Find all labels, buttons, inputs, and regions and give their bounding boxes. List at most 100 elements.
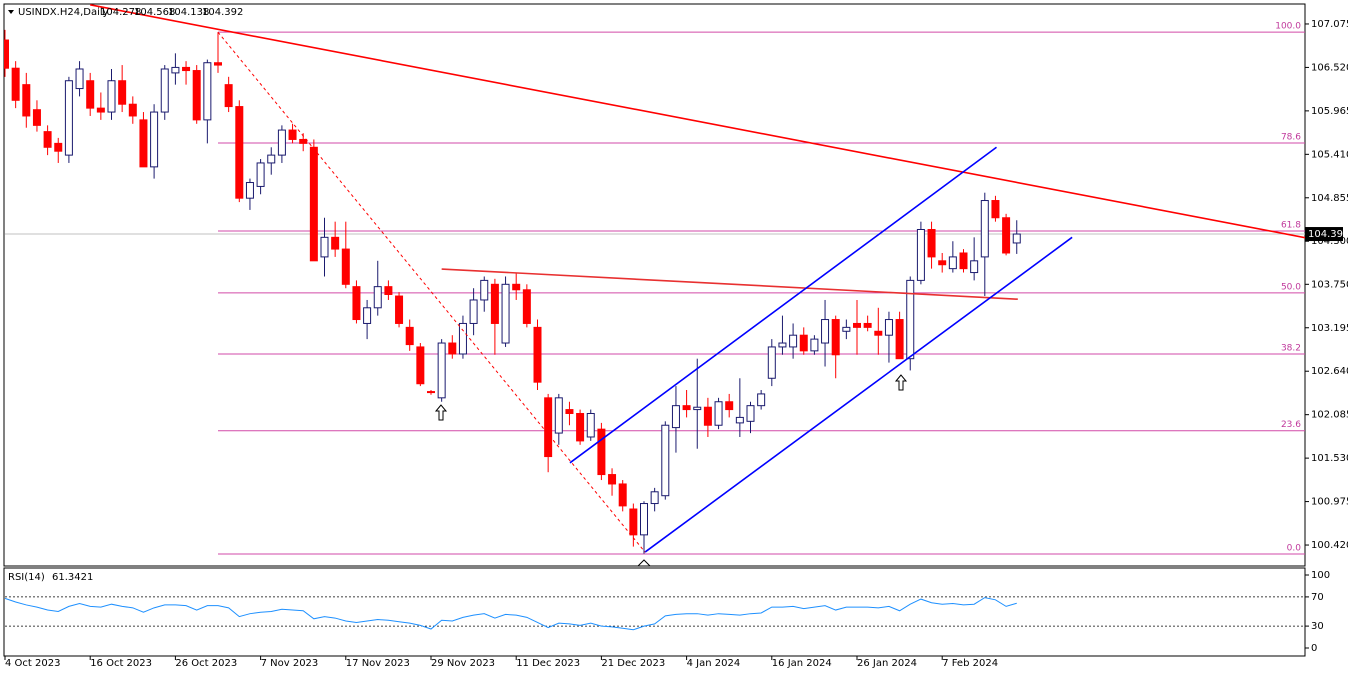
trend-line [90,4,1305,239]
fib-label: 0.0 [1287,544,1302,554]
candle-body [331,236,340,250]
candle-body [512,283,521,291]
candle-body [22,84,31,117]
chart-title: USINDX.H24,Daily [18,7,109,18]
axes: 107.075 106.520 105.965 105.410 104.855 104.3… [4,19,1348,669]
fib-label: 78.6 [1281,132,1301,142]
candle-body [192,70,201,121]
rsi-panel [3,567,1306,657]
y-tick-label: 102.640 [1311,366,1348,377]
header-high: 104.568 [134,7,175,18]
header-open: 104.278 [100,7,141,18]
candle-body [171,66,180,74]
y-tick-label: 101.530 [1311,453,1348,464]
candle-body [863,322,872,328]
fib-label: 38.2 [1281,343,1301,353]
y-tick-label: 103.750 [1311,279,1348,290]
y-tick-label: 103.195 [1311,323,1348,334]
candle-body [437,342,446,399]
x-tick-label: 26 Jan 2024 [857,658,917,669]
candle-body [299,138,308,144]
candle-body [650,491,659,505]
candle-body [277,129,286,156]
candle-body [554,397,563,434]
candle-body [597,428,606,476]
y-tick-label: 105.410 [1311,149,1348,160]
arrow [894,374,908,391]
trend-line [644,236,1073,553]
candle-body [11,67,20,101]
candle-body [682,405,691,411]
candle-body [608,474,617,485]
candle-body [320,236,329,258]
candle-body [395,295,404,324]
arrow-markers [434,374,908,567]
candle-body [576,412,585,442]
y-tick-label: 100.420 [1311,540,1348,551]
candle-body [533,326,542,383]
y-tick-label: 102.085 [1311,410,1348,421]
candle-body [938,260,947,266]
candle-body [214,62,222,66]
x-tick-label: 4 Jan 2024 [687,658,741,669]
candle-body [128,103,137,117]
y-tick-label: 106.520 [1311,62,1348,73]
candle-body [895,319,904,360]
candle-body [799,334,808,352]
candle-body [821,319,830,344]
candle-body [714,401,723,426]
candle-body [384,286,393,295]
candle-body [959,252,968,270]
candle-body [118,80,127,105]
candle-body [1012,233,1021,244]
candle-body [618,483,627,507]
candle-body [906,279,915,360]
candle-body [341,248,350,285]
candle-body [405,326,414,346]
x-tick-label: 4 Oct 2023 [5,658,60,669]
x-tick-label: 7 Feb 2024 [942,658,998,669]
candle-body [480,279,489,301]
rsi-line [4,597,1017,631]
candle-body [565,409,574,414]
candle-body [490,283,499,324]
y-tick-label: 105.965 [1311,106,1348,117]
candle-body [75,68,84,90]
y-tick-label: 104.300 [1311,236,1348,247]
candle-body [746,405,755,422]
x-tick-label: 7 Nov 2023 [261,658,319,669]
candle-body [427,391,435,394]
candle-body [96,107,105,113]
arrow [434,404,448,421]
candle-body [671,405,680,429]
rsi-title: RSI(14) [8,572,45,583]
candle-body [288,129,297,140]
fib-label: 100.0 [1275,22,1301,32]
candle-body [309,146,318,262]
x-tick-label: 11 Dec 2023 [516,658,580,669]
candle-body [970,260,979,274]
candle-body [448,342,457,355]
candle-body [810,338,819,352]
candle-body [352,286,361,321]
candle-body [139,119,148,168]
candle-body [267,154,276,164]
candle-body [661,424,670,497]
candle-body [224,84,233,108]
main-panel [3,3,1306,567]
candle-body [842,326,851,332]
candle-body [853,322,861,328]
candle-body [640,503,648,536]
candle-body [469,299,478,324]
x-tick-label: 17 Nov 2023 [346,658,410,669]
candle-body [991,200,1000,219]
arrow [636,559,652,567]
candle-body [629,508,638,536]
candle-body [245,182,254,199]
candle-body [703,406,712,426]
candle-body [948,256,957,270]
rsi-tick-label: 70 [1311,592,1324,603]
price-box-label: 104.392 [1308,229,1348,240]
candle-body [725,401,734,411]
candle-body [43,131,52,148]
